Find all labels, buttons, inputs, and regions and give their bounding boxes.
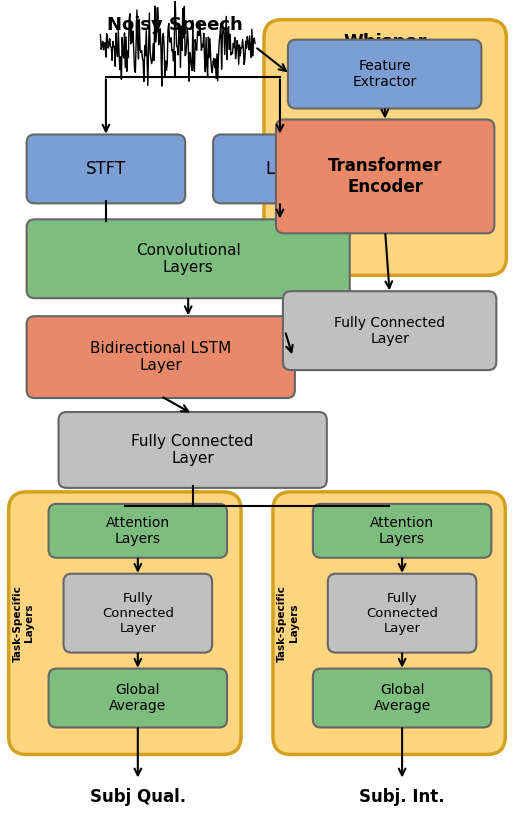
- Text: Fully Connected
Layer: Fully Connected Layer: [132, 434, 254, 466]
- FancyBboxPatch shape: [9, 492, 241, 754]
- Text: Attention
Layers: Attention Layers: [106, 516, 170, 546]
- Text: Global
Average: Global Average: [109, 683, 167, 713]
- FancyBboxPatch shape: [59, 412, 327, 488]
- Text: Subj Qual.: Subj Qual.: [90, 788, 186, 807]
- FancyBboxPatch shape: [48, 504, 227, 558]
- FancyBboxPatch shape: [27, 316, 295, 398]
- FancyBboxPatch shape: [313, 504, 491, 558]
- FancyBboxPatch shape: [288, 39, 482, 109]
- Text: Global
Average: Global Average: [374, 683, 431, 713]
- Text: Fully
Connected
Layer: Fully Connected Layer: [102, 592, 174, 635]
- FancyBboxPatch shape: [264, 20, 506, 275]
- Text: Whisper: Whisper: [343, 33, 427, 51]
- FancyBboxPatch shape: [313, 669, 491, 727]
- FancyBboxPatch shape: [48, 669, 227, 727]
- FancyBboxPatch shape: [273, 492, 505, 754]
- FancyBboxPatch shape: [328, 573, 476, 653]
- Text: STFT: STFT: [86, 160, 126, 178]
- Text: Feature
Extractor: Feature Extractor: [353, 59, 417, 89]
- FancyBboxPatch shape: [27, 219, 350, 298]
- FancyBboxPatch shape: [213, 135, 347, 203]
- Text: Noisy Speech: Noisy Speech: [107, 16, 243, 33]
- Text: Task-Specific
Layers: Task-Specific Layers: [277, 584, 299, 661]
- Text: Fully Connected
Layer: Fully Connected Layer: [334, 315, 445, 346]
- Text: LFB: LFB: [265, 160, 295, 178]
- FancyBboxPatch shape: [276, 120, 494, 233]
- Text: Convolutional
Layers: Convolutional Layers: [136, 242, 241, 275]
- FancyBboxPatch shape: [283, 291, 497, 370]
- Text: Bidirectional LSTM
Layer: Bidirectional LSTM Layer: [90, 341, 231, 374]
- Text: Fully
Connected
Layer: Fully Connected Layer: [366, 592, 438, 635]
- Text: Attention
Layers: Attention Layers: [370, 516, 434, 546]
- FancyBboxPatch shape: [27, 135, 185, 203]
- FancyBboxPatch shape: [64, 573, 212, 653]
- Text: Subj. Int.: Subj. Int.: [359, 788, 445, 807]
- Text: Transformer
Encoder: Transformer Encoder: [328, 157, 443, 196]
- Text: Task-Specific
Layers: Task-Specific Layers: [13, 584, 34, 661]
